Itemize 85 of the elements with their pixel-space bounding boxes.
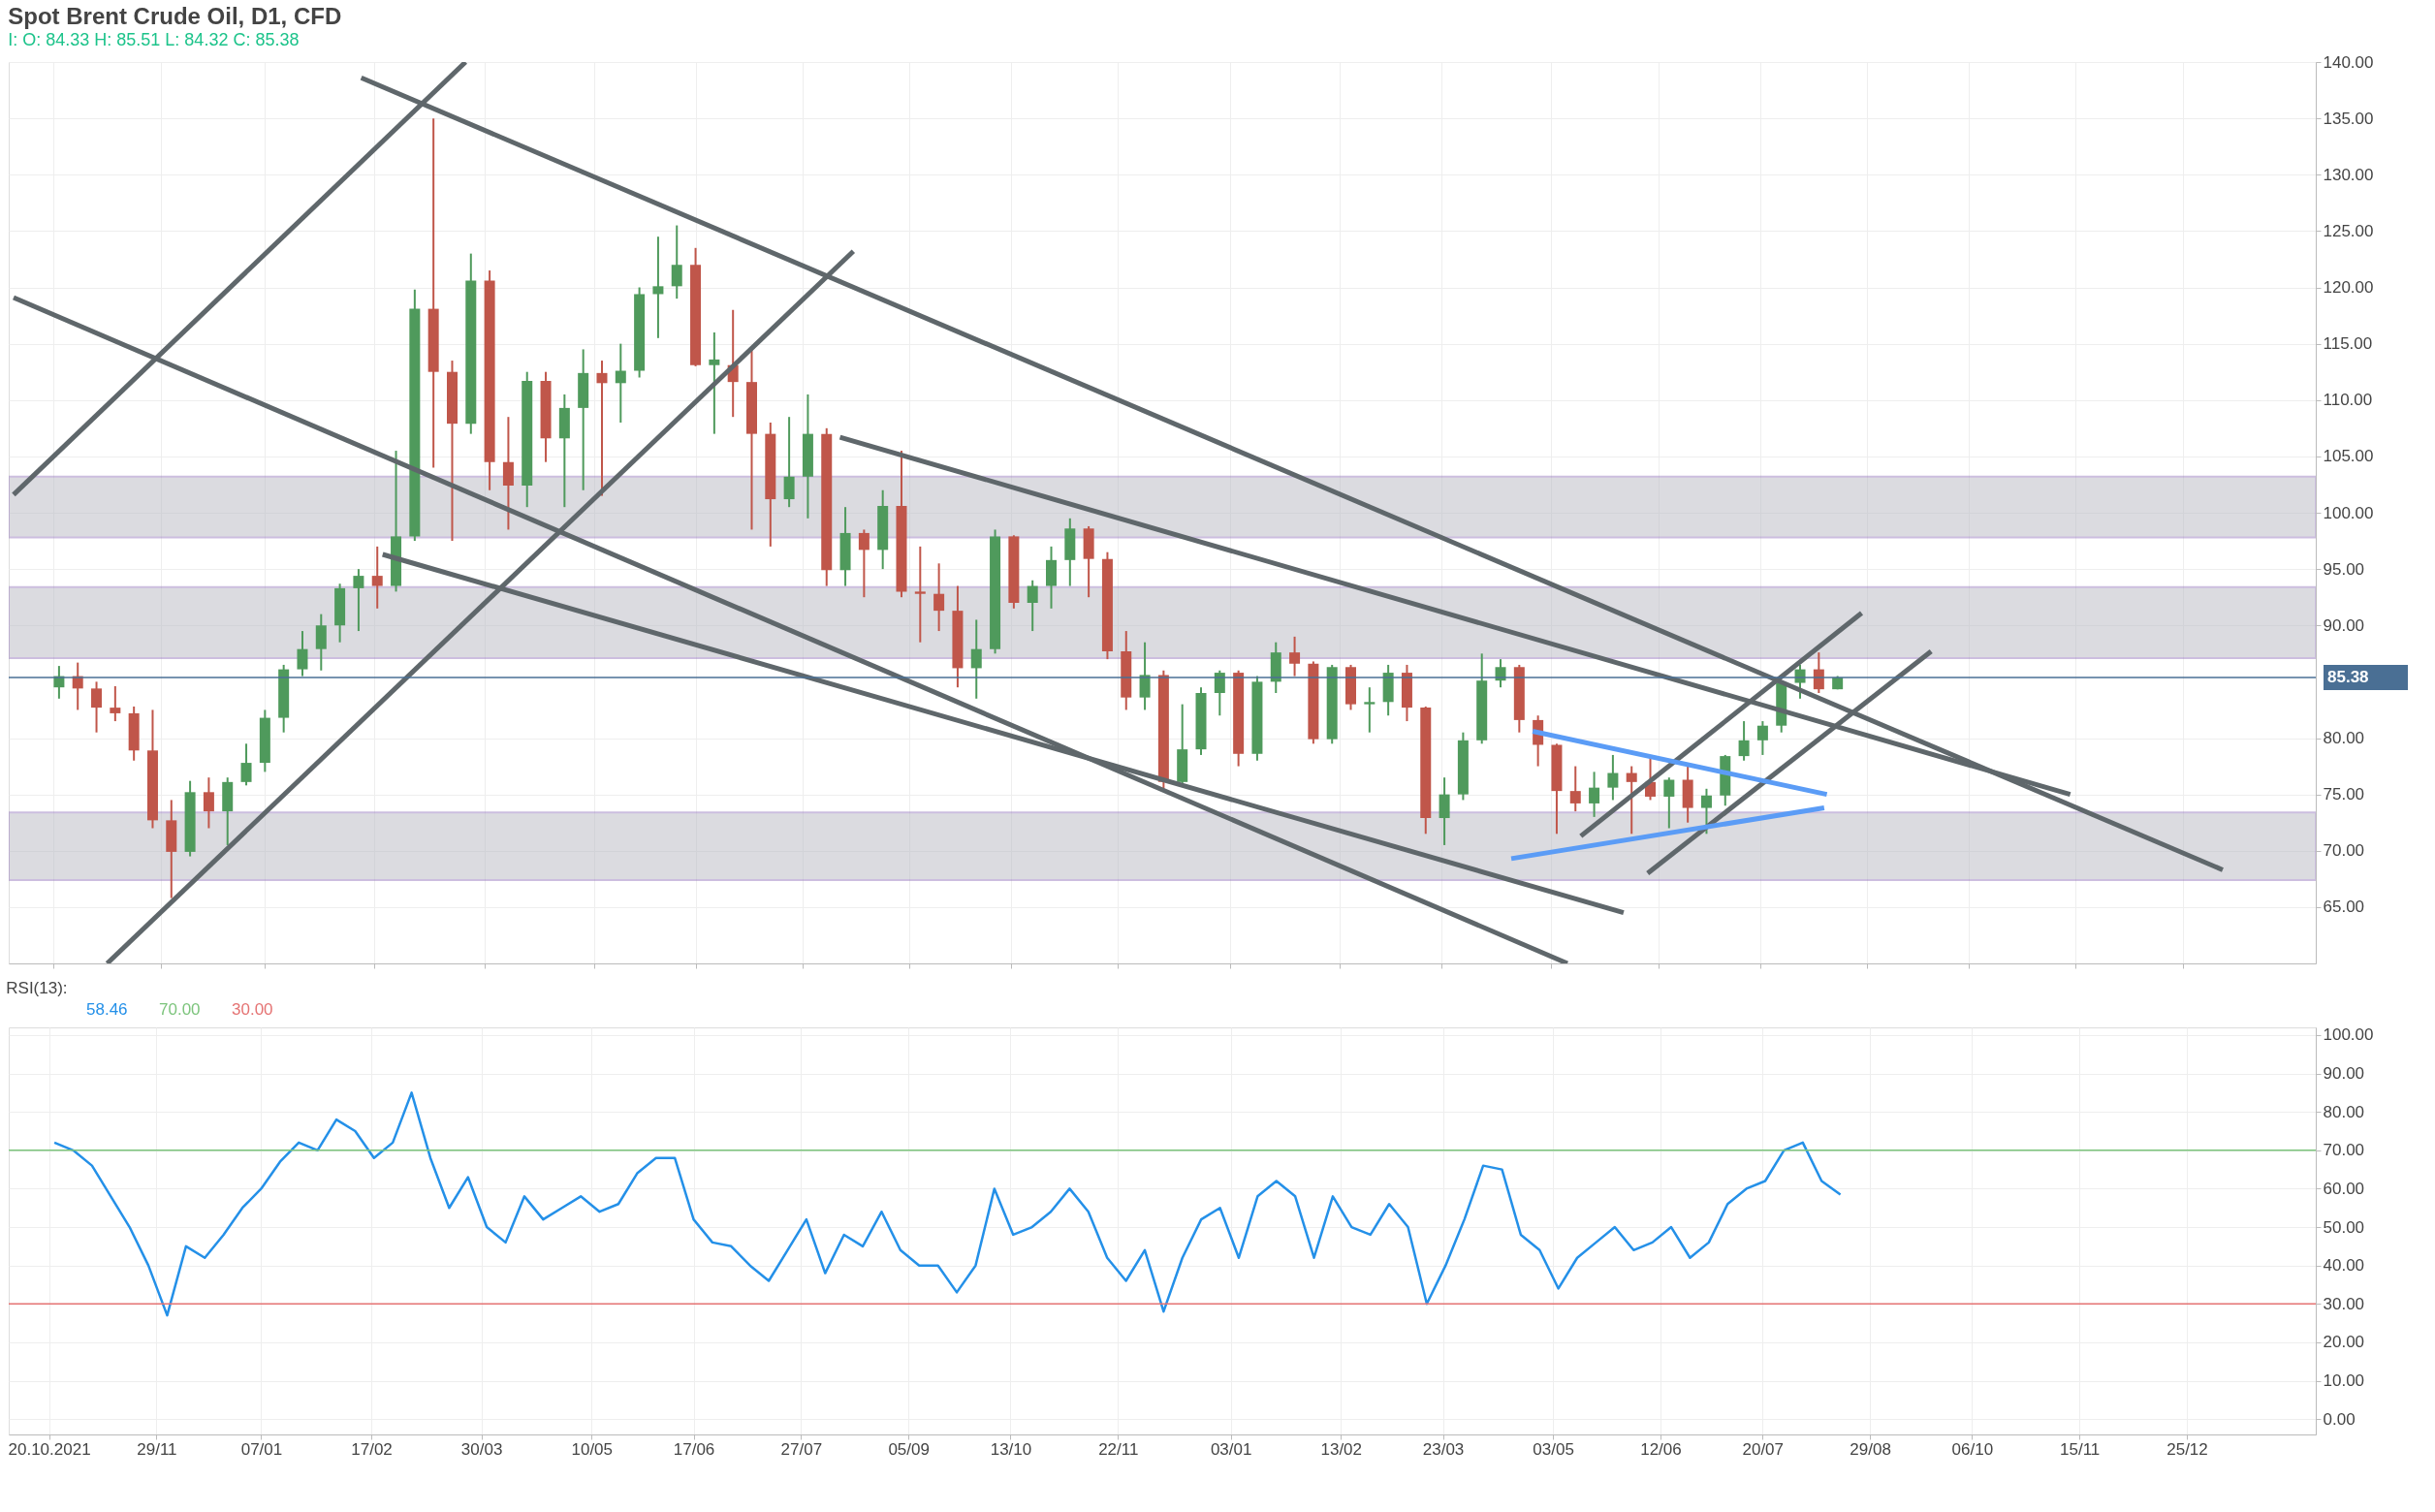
y-tick-label: 70.00 [2323,841,2365,861]
y-tick-label: 95.00 [2323,559,2365,579]
y-tick-label: 125.00 [2323,221,2374,240]
candlestick [783,416,795,509]
x-tick-label: 17/02 [351,1439,393,1459]
y-tick-label: 90.00 [2323,1064,2365,1084]
candlestick [709,331,720,435]
y-tick-label: 120.00 [2323,278,2374,297]
candlestick [615,342,626,424]
candlestick [1738,720,1750,762]
text: 70.00 [159,1000,201,1019]
x-tick-label: 10/05 [571,1439,614,1459]
candlestick [1364,686,1376,734]
x-tick-label: 23/03 [1422,1439,1465,1459]
x-tick-label: 12/06 [1640,1439,1682,1459]
y-tick-label: 75.00 [2323,785,2365,804]
x-tick-label: 15/11 [2060,1439,2101,1459]
candlestick [1663,776,1675,830]
candlestick [1589,771,1600,818]
y-tick-label: 60.00 [2323,1179,2365,1198]
y-tick-label: 50.00 [2323,1217,2365,1237]
y-tick-label: 100.00 [2323,503,2374,522]
candlestick [110,685,121,723]
candlestick [203,776,214,830]
candlestick [652,236,664,339]
x-tick-label: 20.10.2021 [8,1439,91,1459]
y-tick-label: 80.00 [2323,729,2365,747]
x-tick-label: 05/09 [888,1439,930,1459]
candlestick [91,680,103,734]
candlestick [1607,753,1619,802]
y-tick-label: 100.00 [2323,1025,2374,1045]
y-tick-label: 140.00 [2323,52,2374,72]
y-tick-label: 80.00 [2323,1102,2365,1121]
candlestick [914,545,926,644]
candlestick [596,360,608,497]
x-tick-label: 17/06 [673,1439,715,1459]
candlestick [970,618,982,700]
candlestick [858,528,870,599]
candlestick [1027,579,1038,633]
candlestick [1626,765,1637,835]
x-tick-label: 30/03 [460,1439,503,1459]
candlestick [1700,787,1712,835]
y-tick-label: 40.00 [2323,1256,2365,1276]
candlestick [1139,641,1151,711]
y-tick-label: 20.00 [2323,1333,2365,1352]
x-tick-label: 03/01 [1210,1439,1252,1459]
x-tick-label: 03/05 [1533,1439,1574,1459]
text: 58.46 [86,1000,128,1019]
candlestick [371,545,383,610]
chart-subtitle: I: O: 84.33 H: 85.51 L: 84.32 C: 85.38 [8,30,300,49]
candlestick [1569,765,1581,813]
candlestick [297,630,308,677]
y-tick-label: 135.00 [2323,109,2374,128]
y-tick-label: 90.00 [2323,615,2365,635]
y-tick-label: 0.00 [2323,1409,2356,1429]
candlestick [933,562,945,633]
y-tick-label: 130.00 [2323,165,2374,184]
candlestick [1289,635,1301,677]
line-series [52,1091,1842,1317]
x-tick-label: 07/01 [240,1439,283,1459]
text: 30.00 [232,1000,273,1019]
y-tick-label: 30.00 [2323,1294,2365,1313]
x-tick-label: 22/11 [1098,1439,1139,1459]
x-tick-label: 13/10 [990,1439,1032,1459]
y-tick-label: 65.00 [2323,898,2365,917]
chart-title: Spot Brent Crude Oil, D1, CFD [8,3,342,29]
candlestick [353,568,364,633]
x-tick-label: 27/07 [780,1439,823,1459]
y-tick-label: 105.00 [2323,447,2374,466]
x-tick-label: 29/11 [137,1439,177,1459]
ref-line-label: 85.38 [2327,667,2369,686]
y-tick-label: 115.00 [2323,334,2373,354]
y-tick-label: 70.00 [2323,1141,2365,1160]
x-tick-label: 20/07 [1742,1439,1785,1459]
candlestick [1756,720,1768,756]
x-tick-label: 06/10 [1951,1439,1994,1459]
x-tick-label: 13/02 [1320,1439,1363,1459]
candlestick [1214,669,1225,717]
candlestick [671,224,682,300]
chart-title: RSI(13): [6,979,68,997]
x-tick-label: 25/12 [2166,1439,2208,1459]
y-tick-label: 110.00 [2323,391,2373,410]
y-tick-label: 10.00 [2323,1371,2365,1391]
candlestick [240,742,252,787]
x-tick-label: 29/08 [1850,1439,1891,1459]
